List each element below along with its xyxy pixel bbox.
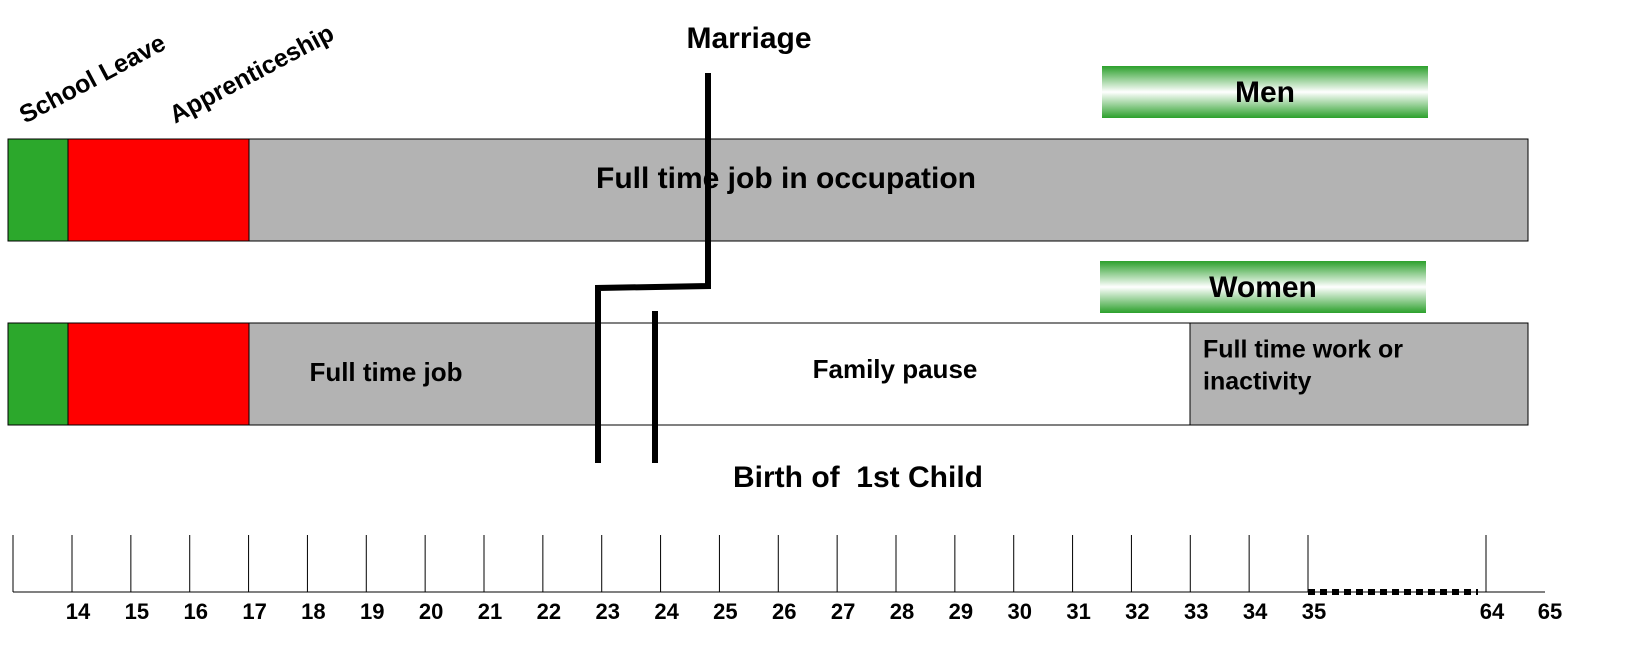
apprentice-segment bbox=[67, 322, 250, 426]
axis-label: 28 bbox=[890, 599, 914, 624]
men-banner bbox=[1102, 66, 1428, 118]
later-label: inactivity bbox=[1203, 368, 1311, 396]
men-title: Men bbox=[1235, 76, 1295, 109]
job-segment bbox=[248, 138, 1529, 242]
axis-label: 32 bbox=[1125, 599, 1149, 624]
axis-label: 19 bbox=[360, 599, 384, 624]
marriage-line bbox=[595, 73, 711, 463]
axis-label: 29 bbox=[949, 599, 973, 624]
full-time-job-label: Full time job bbox=[309, 357, 462, 387]
later-label: Full time work or bbox=[1203, 336, 1403, 364]
later-segment bbox=[1189, 322, 1529, 426]
axis-label: 64 bbox=[1480, 599, 1505, 624]
apprentice-segment bbox=[67, 138, 250, 242]
axis-label: 26 bbox=[772, 599, 796, 624]
women-title: Women bbox=[1209, 271, 1317, 304]
axis-label: 24 bbox=[654, 599, 679, 624]
axis-label: 17 bbox=[242, 599, 266, 624]
axis-label: 33 bbox=[1184, 599, 1208, 624]
axis-label: 27 bbox=[831, 599, 855, 624]
axis-label: 16 bbox=[183, 599, 207, 624]
axis-label: 34 bbox=[1243, 599, 1268, 624]
axis-label: 65 bbox=[1538, 599, 1562, 624]
apprenticeship-label: Apprenticeship bbox=[165, 19, 339, 129]
school-segment bbox=[7, 138, 69, 242]
men-bar-label: Full time job in occupation bbox=[596, 162, 976, 195]
age-axis: 14 15 16 17 18 19 20 21 22 23 24 25 26 27 28 29 30 31 32 33… bbox=[12, 535, 1562, 624]
axis-label: 14 bbox=[66, 599, 91, 624]
marriage-label: Marriage bbox=[686, 22, 811, 55]
axis-label: 23 bbox=[595, 599, 619, 624]
pause-segment bbox=[597, 322, 1191, 426]
axis-label: 30 bbox=[1007, 599, 1031, 624]
school-leave-label: School Leave bbox=[15, 29, 171, 129]
axis-label: 15 bbox=[125, 599, 149, 624]
axis-label: 31 bbox=[1066, 599, 1090, 624]
axis-label: 25 bbox=[713, 599, 737, 624]
family-pause-label: Family pause bbox=[813, 354, 978, 384]
women-banner bbox=[1100, 261, 1426, 313]
axis-label: 35 bbox=[1302, 599, 1326, 624]
axis-label: 21 bbox=[478, 599, 502, 624]
axis-label: 18 bbox=[301, 599, 325, 624]
school-segment bbox=[7, 322, 69, 426]
axis-label: 20 bbox=[419, 599, 443, 624]
axis-label: 22 bbox=[537, 599, 561, 624]
birth-label: Birth of 1st Child bbox=[733, 461, 983, 494]
